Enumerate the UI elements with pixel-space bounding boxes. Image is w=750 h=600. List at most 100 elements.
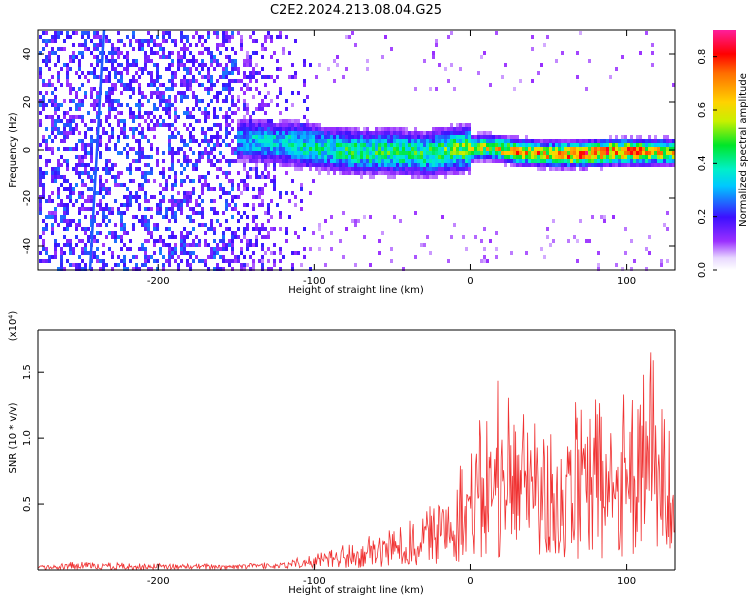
heatmap-cell	[69, 147, 72, 151]
heatmap-cell	[624, 155, 627, 159]
heatmap-cell	[369, 131, 372, 135]
heatmap-cell	[222, 255, 225, 259]
heatmap-cell	[327, 155, 330, 159]
heatmap-cell	[189, 131, 192, 135]
heatmap-cell	[237, 195, 240, 199]
heatmap-cell	[87, 199, 90, 203]
heatmap-cell	[237, 219, 240, 223]
heatmap-cell	[132, 91, 135, 95]
heatmap-cell	[81, 155, 84, 159]
heatmap-cell	[312, 151, 315, 155]
colorbar-tick-label: 0.2	[697, 209, 708, 225]
heatmap-cell	[621, 155, 624, 159]
heatmap-cell	[243, 235, 246, 239]
heatmap-cell	[264, 159, 267, 163]
heatmap-cell	[222, 39, 225, 43]
heatmap-cell	[246, 215, 249, 219]
heatmap-cell	[165, 103, 168, 107]
heatmap-cell	[60, 263, 63, 267]
heatmap-cell	[252, 95, 255, 99]
heatmap-cell	[174, 115, 177, 119]
heatmap-cell	[105, 159, 108, 163]
heatmap-cell	[441, 143, 444, 147]
heatmap-cell	[48, 115, 51, 119]
heatmap-cell	[258, 131, 261, 135]
heatmap-cell	[66, 79, 69, 83]
heatmap-cell	[141, 151, 144, 155]
heatmap-cell	[69, 263, 72, 267]
heatmap-cell	[297, 147, 300, 151]
heatmap-cell	[120, 91, 123, 95]
heatmap-cell	[225, 119, 228, 123]
heatmap-cell	[168, 95, 171, 99]
heatmap-cell	[465, 131, 468, 135]
heatmap-cell	[489, 139, 492, 143]
heatmap-cell	[153, 243, 156, 247]
heatmap-cell	[228, 227, 231, 231]
heatmap-cell	[201, 151, 204, 155]
heatmap-cell	[378, 167, 381, 171]
heatmap-cell	[99, 175, 102, 179]
heatmap-cell	[444, 175, 447, 179]
heatmap-cell	[195, 235, 198, 239]
heatmap-cell	[150, 167, 153, 171]
heatmap-cell	[378, 155, 381, 159]
heatmap-cell	[78, 255, 81, 259]
heatmap-cell	[624, 143, 627, 147]
heatmap-cell	[639, 163, 642, 167]
heatmap-cell	[249, 55, 252, 59]
heatmap-cell	[621, 143, 624, 147]
heatmap-cell	[405, 139, 408, 143]
heatmap-cell	[171, 159, 174, 163]
heatmap-cell	[348, 163, 351, 167]
heatmap-cell	[279, 267, 282, 271]
heatmap-cell	[351, 135, 354, 139]
heatmap-cell	[48, 215, 51, 219]
heatmap-cell	[153, 239, 156, 243]
heatmap-cell	[375, 167, 378, 171]
heatmap-y-tick-label: 20	[22, 96, 33, 109]
heatmap-cell	[288, 119, 291, 123]
heatmap-cell	[57, 159, 60, 163]
heatmap-cell	[66, 111, 69, 115]
heatmap-cell	[219, 187, 222, 191]
heatmap-cell	[285, 131, 288, 135]
heatmap-cell	[600, 151, 603, 155]
heatmap-cell	[432, 135, 435, 139]
heatmap-cell	[66, 119, 69, 123]
heatmap-cell	[306, 123, 309, 127]
heatmap-cell	[342, 211, 345, 215]
heatmap-cell	[411, 175, 414, 179]
heatmap-cell	[225, 47, 228, 51]
heatmap-cell	[552, 163, 555, 167]
heatmap-cell	[495, 139, 498, 143]
heatmap-cell	[264, 235, 267, 239]
heatmap-cell	[549, 155, 552, 159]
heatmap-cell	[132, 227, 135, 231]
heatmap-cell	[243, 163, 246, 167]
heatmap-cell	[510, 147, 513, 151]
heatmap-cell	[117, 207, 120, 211]
heatmap-cell	[378, 147, 381, 151]
heatmap-cell	[99, 123, 102, 127]
heatmap-cell	[183, 79, 186, 83]
heatmap-cell	[90, 127, 93, 131]
heatmap-cell	[210, 127, 213, 131]
heatmap-cell	[354, 151, 357, 155]
heatmap-cell	[126, 203, 129, 207]
heatmap-cell	[234, 259, 237, 263]
heatmap-cell	[192, 191, 195, 195]
heatmap-cell	[93, 251, 96, 255]
heatmap-cell	[57, 195, 60, 199]
heatmap-cell	[180, 63, 183, 67]
heatmap-cell	[195, 167, 198, 171]
heatmap-cell	[87, 175, 90, 179]
heatmap-cell	[555, 143, 558, 147]
heatmap-cell	[171, 207, 174, 211]
heatmap-cell	[306, 107, 309, 111]
heatmap-cell	[108, 231, 111, 235]
heatmap-cell	[219, 75, 222, 79]
heatmap-cell	[198, 35, 201, 39]
heatmap-cell	[144, 111, 147, 115]
heatmap-cell	[138, 91, 141, 95]
